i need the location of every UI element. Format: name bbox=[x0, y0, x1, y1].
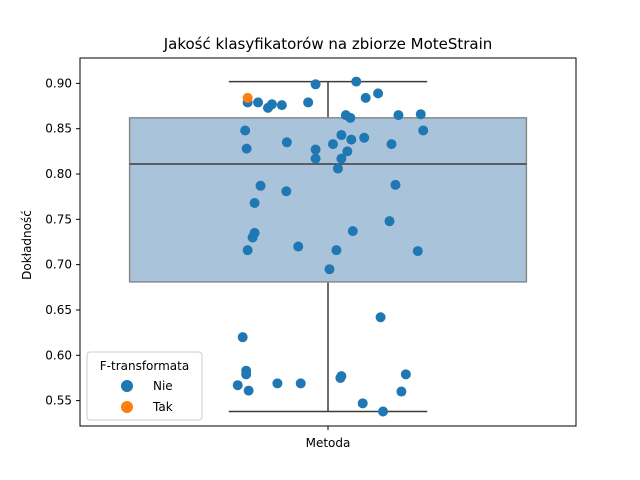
data-point-nie bbox=[327, 139, 338, 150]
legend-marker-nie bbox=[121, 380, 133, 392]
data-point-nie bbox=[240, 125, 251, 136]
data-point-nie bbox=[357, 398, 368, 409]
y-axis-label: Dokładność bbox=[20, 210, 34, 280]
legend-label-tak: Tak bbox=[152, 400, 173, 414]
data-point-nie bbox=[281, 137, 292, 148]
y-tick-label: 0.80 bbox=[45, 167, 72, 181]
data-point-nie bbox=[386, 139, 397, 150]
data-point-nie bbox=[242, 245, 253, 256]
data-point-nie bbox=[331, 245, 342, 256]
legend-box bbox=[86, 351, 203, 421]
data-point-nie bbox=[373, 88, 384, 99]
data-point-nie bbox=[237, 332, 248, 343]
data-point-tak bbox=[242, 92, 253, 103]
data-point-nie bbox=[415, 109, 426, 120]
data-point-nie bbox=[310, 144, 321, 155]
strip-points bbox=[232, 76, 429, 417]
y-tick-label: 0.70 bbox=[45, 258, 72, 272]
plot-area: 0.55 0.60 0.65 0.70 0.75 0.80 0.85 0.90 Metoda F… bbox=[45, 57, 577, 450]
data-point-nie bbox=[336, 130, 347, 141]
data-point-nie bbox=[393, 110, 404, 121]
data-point-nie bbox=[418, 125, 429, 136]
y-tick-label: 0.60 bbox=[45, 348, 72, 362]
data-point-nie bbox=[293, 241, 304, 252]
data-point-nie bbox=[243, 385, 254, 396]
data-point-nie bbox=[241, 369, 252, 380]
data-point-nie bbox=[378, 406, 389, 417]
data-point-nie bbox=[336, 153, 347, 164]
data-point-nie bbox=[390, 179, 401, 190]
data-point-nie bbox=[272, 378, 283, 389]
data-point-nie bbox=[232, 380, 243, 391]
data-point-nie bbox=[335, 372, 346, 383]
data-point-nie bbox=[266, 99, 277, 110]
y-tick-label: 0.75 bbox=[45, 212, 72, 226]
box-plot bbox=[128, 80, 528, 413]
data-point-nie bbox=[253, 97, 264, 108]
data-point-nie bbox=[347, 226, 358, 237]
legend-title: F-transformata bbox=[100, 359, 189, 373]
data-point-nie bbox=[384, 216, 395, 227]
data-point-nie bbox=[342, 146, 353, 157]
data-point-nie bbox=[281, 186, 292, 197]
data-point-nie bbox=[345, 112, 356, 123]
interquartile-box bbox=[128, 117, 528, 283]
data-point-nie bbox=[247, 232, 258, 243]
data-point-nie bbox=[412, 246, 423, 257]
data-point-nie bbox=[360, 92, 371, 103]
data-point-nie bbox=[255, 180, 266, 191]
legend-label-nie: Nie bbox=[153, 379, 173, 393]
data-point-nie bbox=[324, 264, 335, 275]
data-point-nie bbox=[375, 312, 386, 323]
data-point-nie bbox=[351, 76, 362, 87]
data-point-nie bbox=[359, 132, 370, 143]
y-tick-label: 0.90 bbox=[45, 76, 72, 90]
y-tick-label: 0.55 bbox=[45, 394, 72, 408]
legend-marker-tak bbox=[121, 401, 133, 413]
data-point-nie bbox=[295, 378, 306, 389]
y-tick-label: 0.85 bbox=[45, 122, 72, 136]
legend: F-transformata Nie Tak bbox=[86, 351, 203, 421]
data-point-nie bbox=[400, 369, 411, 380]
data-point-nie bbox=[332, 163, 343, 174]
x-tick-label: Metoda bbox=[306, 436, 351, 450]
data-point-nie bbox=[241, 143, 252, 154]
data-point-nie bbox=[310, 153, 321, 164]
data-point-nie bbox=[346, 134, 357, 145]
data-point-nie bbox=[249, 198, 260, 209]
data-point-nie bbox=[276, 100, 287, 111]
chart-title: Jakość klasyfikatorów na zbiorze MoteStr… bbox=[163, 35, 493, 53]
data-point-nie bbox=[303, 97, 314, 108]
data-point-nie bbox=[396, 386, 407, 397]
y-tick-label: 0.65 bbox=[45, 303, 72, 317]
data-point-nie bbox=[310, 79, 321, 90]
axes: 0.55 0.60 0.65 0.70 0.75 0.80 0.85 0.90 Metoda bbox=[45, 57, 577, 450]
